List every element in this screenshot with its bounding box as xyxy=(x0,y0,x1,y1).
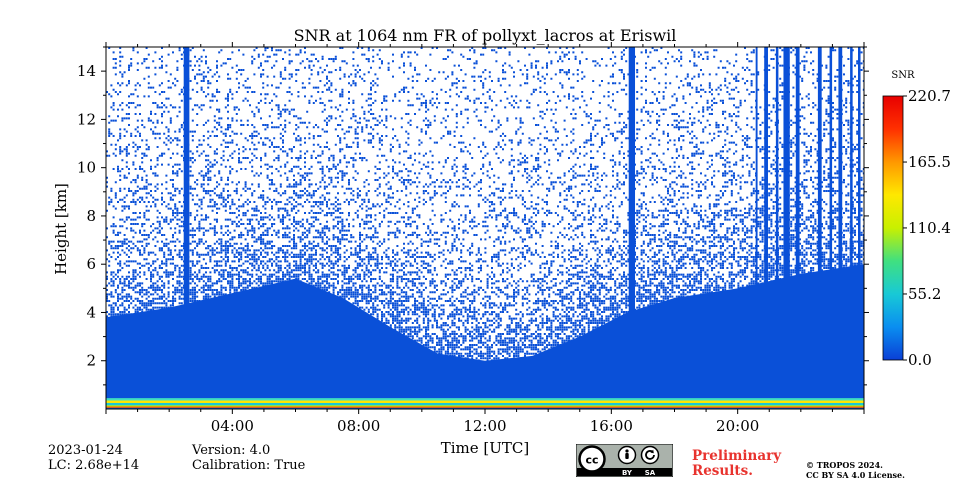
version-text: Version: 4.0 xyxy=(192,443,271,458)
y-tick-label: 2 xyxy=(86,352,96,370)
x-tick-label: 20:00 xyxy=(716,417,759,435)
colorbar-tick-label: 55.2 xyxy=(908,285,941,303)
colorbar-ticks: 0.0 55.2 110.4 165.5 220.7 xyxy=(903,87,951,369)
x-tick-label: 16:00 xyxy=(590,417,633,435)
x-axis: 04:00 08:00 12:00 16:00 20:00 xyxy=(105,42,865,435)
rain-column xyxy=(850,47,853,409)
cc-text: cc xyxy=(585,454,598,467)
y-axis: 2 4 6 8 10 12 14 xyxy=(77,46,869,386)
calibration-text: Calibration: True xyxy=(192,458,306,473)
x-tick-label: 12:00 xyxy=(463,417,506,435)
meta-left: 2023-01-24 LC: 2.68e+14 xyxy=(48,443,139,473)
copyright-line-1: © TROPOS 2024. xyxy=(806,460,883,470)
y-tick-label: 4 xyxy=(86,303,96,321)
x-axis-label: Time [UTC] xyxy=(441,439,530,457)
heatmap-plot-area xyxy=(106,47,864,409)
surface-band-line xyxy=(106,406,864,408)
y-tick-label: 8 xyxy=(86,207,96,225)
preliminary-line-2: Results. xyxy=(692,463,753,479)
x-tick-label: 04:00 xyxy=(211,417,254,435)
y-tick-label: 14 xyxy=(77,62,96,80)
x-tick-label: 08:00 xyxy=(337,417,380,435)
surface-band-layer xyxy=(106,405,864,408)
rain-column xyxy=(628,47,636,409)
colorbar xyxy=(882,95,904,361)
rain-column xyxy=(857,47,861,409)
by-text: BY xyxy=(622,469,633,477)
preliminary-line-1: Preliminary xyxy=(692,448,782,464)
preliminary-results-text: Preliminary Results. xyxy=(692,449,781,479)
cc-icon xyxy=(578,445,606,473)
y-tick-label: 6 xyxy=(86,255,96,273)
rain-column xyxy=(817,47,822,409)
chart-title: SNR at 1064 nm FR of pollyxt_lacros at E… xyxy=(294,26,677,45)
y-tick-label: 12 xyxy=(77,110,96,128)
lc-text: LC: 2.68e+14 xyxy=(48,458,140,473)
sa-sharealike-icon xyxy=(640,445,660,465)
rain-column xyxy=(783,47,790,409)
colorbar-tick-label: 0.0 xyxy=(908,351,932,369)
sa-text: SA xyxy=(645,469,656,477)
y-axis-label: Height [km] xyxy=(52,183,70,275)
date-text: 2023-01-24 xyxy=(48,443,123,458)
copyright-line-2: CC BY SA 4.0 License. xyxy=(806,470,905,480)
surface-band-layer xyxy=(106,400,864,405)
meta-right: Version: 4.0 Calibration: True xyxy=(192,443,305,473)
rain-column xyxy=(764,47,768,409)
colorbar-label: SNR xyxy=(891,70,915,81)
cc-by-sa-badge: cc BY SA xyxy=(576,444,673,477)
colorbar-tick-label: 110.4 xyxy=(908,219,951,237)
copyright-text: © TROPOS 2024. CC BY SA 4.0 License. xyxy=(806,460,905,480)
rain-column xyxy=(795,47,800,409)
colorbar-tick-label: 165.5 xyxy=(908,153,951,171)
surface-band xyxy=(106,398,864,409)
noise-speckle-path xyxy=(106,47,864,362)
colorbar-tick-label: 220.7 xyxy=(908,87,951,105)
noise-speckles xyxy=(106,47,864,362)
surface-band-layer xyxy=(106,402,864,406)
y-tick-label: 10 xyxy=(77,159,96,177)
signal-region xyxy=(106,264,864,409)
